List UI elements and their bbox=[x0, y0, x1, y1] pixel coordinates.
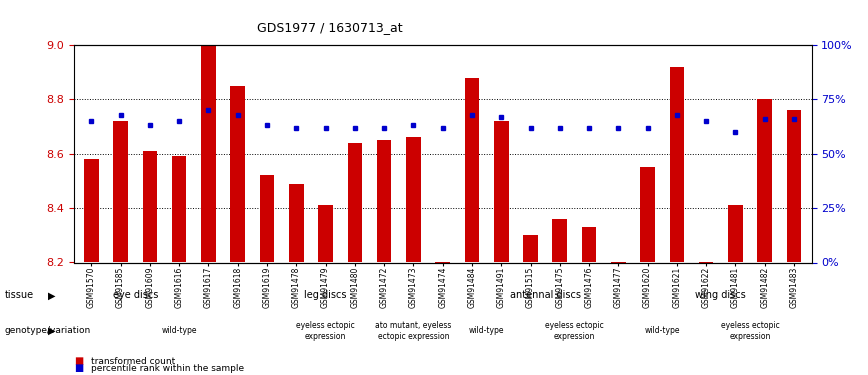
Bar bbox=[377, 140, 391, 262]
Text: eyeless ectopic
expression: eyeless ectopic expression bbox=[296, 321, 355, 340]
Bar bbox=[114, 121, 128, 262]
Bar bbox=[611, 262, 626, 317]
Bar bbox=[699, 262, 713, 317]
Text: antennal discs: antennal discs bbox=[510, 290, 581, 300]
Text: genotype/variation: genotype/variation bbox=[4, 326, 90, 335]
Bar bbox=[201, 45, 216, 262]
Text: percentile rank within the sample: percentile rank within the sample bbox=[91, 364, 244, 373]
Text: eye discs: eye discs bbox=[113, 290, 158, 300]
Bar bbox=[758, 99, 772, 262]
Bar bbox=[289, 184, 304, 262]
Text: ■: ■ bbox=[74, 363, 83, 373]
Bar bbox=[347, 143, 362, 262]
Bar bbox=[260, 176, 274, 262]
Bar bbox=[786, 110, 801, 262]
Text: wild-type: wild-type bbox=[469, 326, 504, 335]
Text: eyeless ectopic
expression: eyeless ectopic expression bbox=[720, 321, 779, 340]
Bar bbox=[406, 137, 421, 262]
Text: transformed count: transformed count bbox=[91, 357, 175, 366]
Text: wing discs: wing discs bbox=[695, 290, 746, 300]
Bar bbox=[319, 206, 333, 262]
Bar bbox=[494, 121, 509, 262]
Text: eyeless ectopic
expression: eyeless ectopic expression bbox=[545, 321, 604, 340]
Text: ▶: ▶ bbox=[48, 326, 56, 336]
Text: wild-type: wild-type bbox=[645, 326, 680, 335]
Bar bbox=[142, 151, 157, 262]
Text: tissue: tissue bbox=[4, 290, 34, 300]
Text: GDS1977 / 1630713_at: GDS1977 / 1630713_at bbox=[257, 21, 403, 34]
Bar bbox=[552, 219, 567, 262]
Bar bbox=[172, 156, 187, 262]
Text: ▶: ▶ bbox=[48, 290, 56, 300]
Text: ■: ■ bbox=[74, 356, 83, 366]
Bar bbox=[582, 227, 596, 262]
Bar bbox=[728, 206, 743, 262]
Bar bbox=[669, 67, 684, 262]
Bar bbox=[641, 167, 655, 262]
Bar bbox=[464, 78, 479, 262]
Text: wild-type: wild-type bbox=[161, 326, 197, 335]
Text: ato mutant, eyeless
ectopic expression: ato mutant, eyeless ectopic expression bbox=[375, 321, 451, 340]
Bar bbox=[436, 262, 450, 317]
Text: leg discs: leg discs bbox=[305, 290, 347, 300]
Bar bbox=[230, 86, 245, 262]
Bar bbox=[523, 235, 538, 262]
Bar bbox=[84, 159, 99, 262]
